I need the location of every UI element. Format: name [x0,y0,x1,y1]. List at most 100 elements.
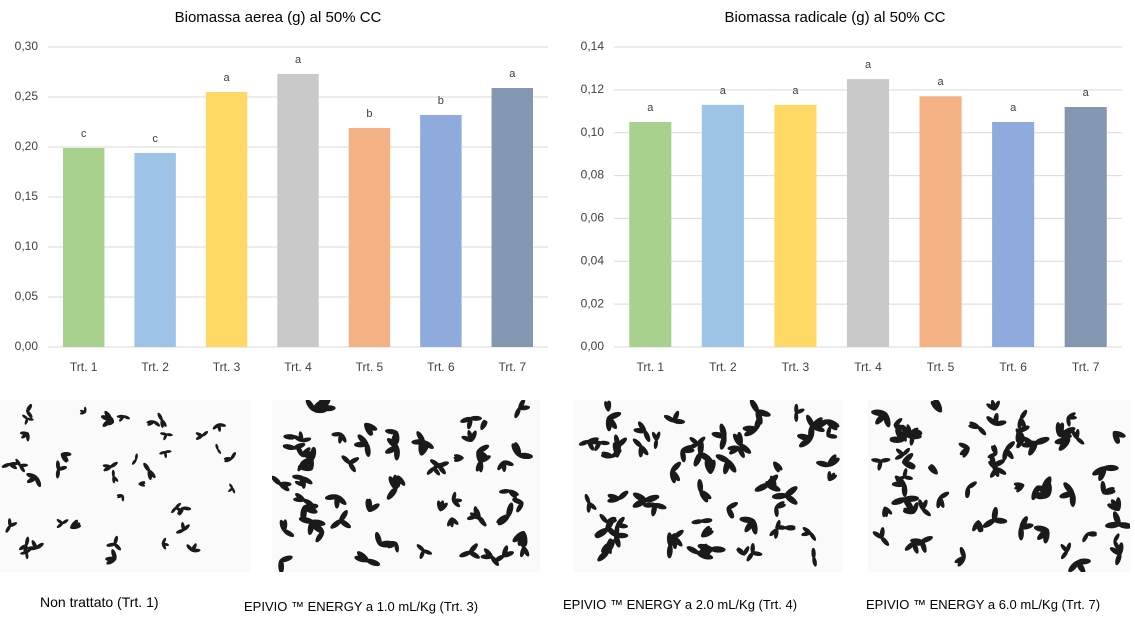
leaf [906,424,912,435]
leaf [60,452,72,457]
leaf [719,435,727,450]
leaf [1018,526,1024,541]
leaf [113,535,119,546]
leaf [902,452,914,464]
leaf [217,423,227,427]
x-tick-label: Trt. 3 [782,360,810,374]
leaf [1058,438,1071,451]
leaf [773,528,779,539]
leaf [729,446,741,455]
leaf [1098,466,1107,482]
bar [420,115,462,347]
leaf [518,405,531,411]
y-tick-label: 0,15 [15,189,39,203]
leaf [394,541,399,553]
leaf [330,519,342,529]
leaf [461,435,473,442]
leaf [909,434,915,446]
bar [701,104,744,347]
leaf [816,460,831,468]
leaf [1028,441,1038,456]
x-tick-label: Trt. 7 [499,360,527,374]
leaf [880,536,890,546]
bar [205,92,248,347]
y-tick-label: 0,08 [581,168,605,182]
leaf [175,502,181,509]
leaf [891,497,907,506]
leaf [672,536,678,550]
leaf [709,546,726,553]
leaf [113,543,122,551]
leaf [469,415,482,421]
leaf [25,551,29,560]
leaf [418,440,425,456]
leaf [633,428,647,434]
leaf [1004,441,1015,451]
leaf [429,459,441,468]
leaf [902,468,908,479]
leaf [605,516,615,532]
leaf [279,555,293,563]
leaf [303,458,310,469]
leaf [751,551,763,557]
leaf [686,546,700,555]
leaf [774,505,779,518]
leaf [587,501,597,510]
leaf [119,415,125,422]
leaf [201,431,209,437]
leaf [938,491,950,499]
leaf [111,549,117,560]
y-tick-label: 0,05 [15,289,39,303]
leaf [490,555,500,566]
significance-letter: b [438,95,444,107]
x-tick-label: Trt. 5 [356,360,384,374]
bar [134,153,176,347]
x-tick-label: Trt. 1 [70,360,98,374]
significance-letter: a [792,85,799,97]
leaf [902,447,911,456]
leaf [1019,523,1034,530]
leaf [132,458,137,465]
leaf [519,546,526,558]
leaf [666,532,673,547]
leaf [153,420,161,427]
bar [63,148,105,347]
leaf [374,531,382,546]
leaf [1105,521,1121,529]
leaf [15,458,22,467]
leaf [966,481,977,489]
leaf [497,514,510,526]
bar [774,104,817,347]
leaf [1060,550,1069,560]
leaf [278,482,290,492]
leaf [272,475,282,486]
significance-letter: c [152,133,158,145]
leaf [229,483,234,489]
leaf [696,436,706,445]
leaf [632,438,643,448]
leaf [995,467,1007,475]
leaf [348,457,360,465]
leaf [794,403,799,414]
leaf [739,443,752,454]
leaf [774,501,785,509]
leaf [468,550,480,559]
leaf [502,460,514,467]
leaf [5,525,11,533]
leaf [1107,503,1120,512]
leaf [901,432,912,439]
leaf [912,541,919,554]
leaf [1016,436,1025,449]
x-tick-label: Trt. 4 [284,360,312,374]
significance-letter: a [295,54,302,66]
leaf [502,545,509,558]
leaf [903,497,914,512]
leaf [1102,489,1116,495]
leaf [475,514,485,523]
leaf [701,527,712,538]
leaf [282,519,288,532]
x-tick-label: Trt. 7 [1072,360,1100,374]
leaf [394,431,400,445]
leaf [305,400,316,412]
leaf [439,502,448,512]
